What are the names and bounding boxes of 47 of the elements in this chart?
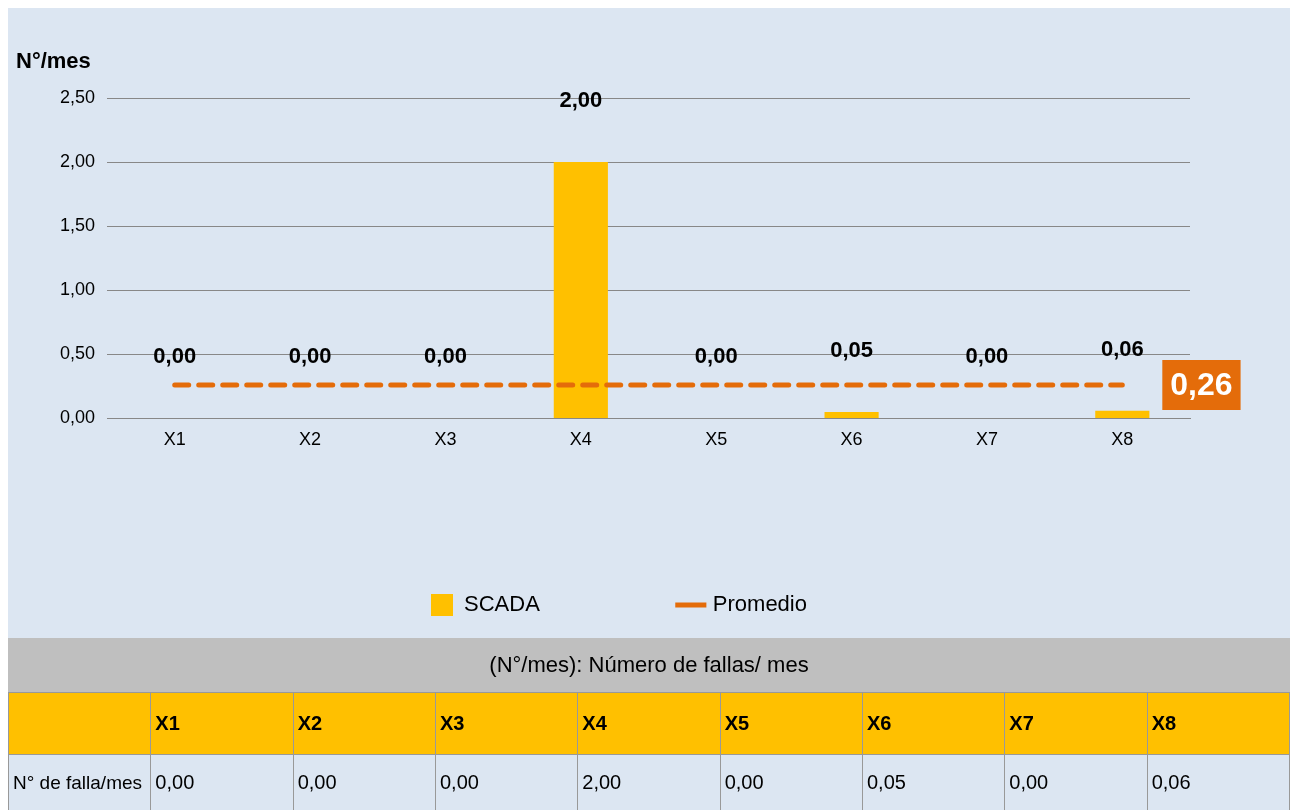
y-tick-label: 2,50 bbox=[59, 86, 96, 107]
data-label: 0,26 bbox=[1170, 365, 1233, 402]
x-tick-label: X7 bbox=[975, 429, 998, 450]
legend-label: SCADA bbox=[464, 591, 541, 617]
text: 0,00 bbox=[424, 343, 467, 369]
x-tick-label: X6 bbox=[840, 429, 863, 450]
x-tick-label: X8 bbox=[1111, 429, 1134, 450]
bar bbox=[824, 411, 879, 418]
text: 0,06 bbox=[1100, 335, 1144, 361]
x-tick-label: X4 bbox=[569, 429, 592, 450]
x-tick-label: X2 bbox=[299, 429, 322, 450]
legend-label: Promedio bbox=[712, 591, 807, 617]
text: (N°/mes): Número de fallas/ mes bbox=[8, 638, 1290, 692]
y-tick-label: 0,50 bbox=[59, 343, 96, 364]
text: 0,05 bbox=[830, 337, 873, 363]
category-label: X4 bbox=[582, 712, 607, 734]
text: 0,00 bbox=[694, 343, 738, 369]
data-label: 0,00 bbox=[293, 754, 436, 810]
category-label: X5 bbox=[724, 712, 750, 734]
category-label: X6 bbox=[866, 712, 892, 734]
data-label: 0,00 bbox=[1004, 754, 1148, 810]
data-label: 0,05 bbox=[862, 754, 1005, 810]
y-tick-label: 1,50 bbox=[59, 215, 96, 236]
x-tick-label: X5 bbox=[705, 429, 728, 450]
text: N° de falla/mes bbox=[8, 754, 151, 810]
y-tick-label: 1,00 bbox=[59, 279, 96, 300]
text: 0,00 bbox=[965, 343, 1009, 369]
category-label: X1 bbox=[155, 712, 180, 734]
data-label: 0,00 bbox=[150, 754, 294, 810]
x-tick-label: X1 bbox=[163, 429, 186, 450]
data-label: 2,00 bbox=[577, 754, 721, 810]
text: 2,00 bbox=[559, 87, 603, 113]
bar bbox=[553, 162, 608, 418]
y-axis-title: N°/mes bbox=[16, 48, 91, 74]
category-label: X8 bbox=[1151, 712, 1177, 734]
bar bbox=[1095, 410, 1150, 418]
y-tick-label: 2,00 bbox=[59, 151, 96, 172]
text: 0,00 bbox=[288, 343, 332, 369]
category-label: X2 bbox=[297, 712, 323, 734]
data-label: 0,00 bbox=[435, 754, 578, 810]
x-tick-label: X3 bbox=[434, 429, 457, 450]
data-label: 0,00 bbox=[720, 754, 863, 810]
y-tick-label: 0,00 bbox=[59, 407, 96, 428]
text: 0,00 bbox=[153, 343, 197, 369]
category-label: X7 bbox=[1009, 712, 1034, 734]
category-label: X3 bbox=[439, 712, 465, 734]
data-label: 0,06 bbox=[1147, 754, 1290, 810]
